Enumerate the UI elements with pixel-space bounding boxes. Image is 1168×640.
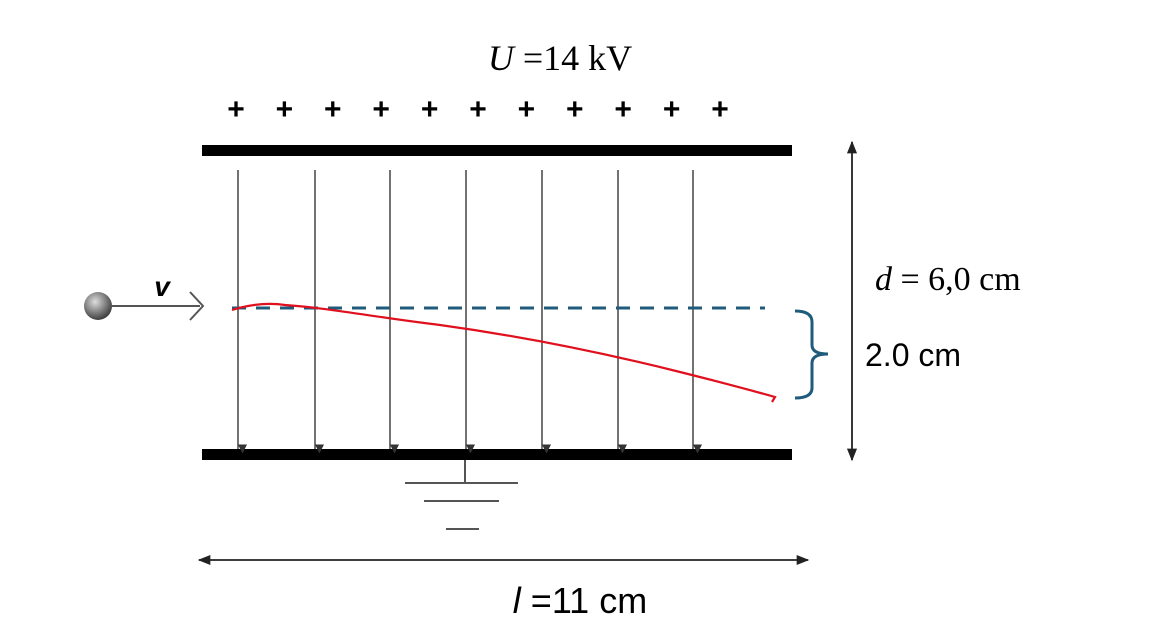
deflection-label: 2.0 cm	[865, 337, 961, 373]
plate-length-label: l =11 cm	[513, 580, 647, 621]
plus-sign: +	[469, 93, 487, 126]
plus-sign: +	[276, 93, 294, 126]
plus-sign: +	[663, 93, 681, 126]
ground-symbol	[405, 460, 518, 530]
plus-sign: +	[227, 93, 245, 126]
voltage-label: U =14 kV	[488, 38, 632, 78]
positive-charges: + + + + + + + + + + +	[227, 93, 729, 126]
bottom-plate	[202, 449, 792, 460]
particle-trajectory	[231, 302, 777, 403]
plus-sign: +	[421, 93, 439, 126]
plus-sign: +	[614, 93, 632, 126]
plate-distance-label: d = 6,0 cm	[875, 261, 1021, 298]
plus-sign: +	[372, 93, 390, 126]
deflection-brace	[794, 309, 829, 400]
plus-sign: +	[566, 93, 584, 126]
plus-sign: +	[324, 93, 342, 126]
charged-particle	[84, 292, 112, 320]
plus-sign: +	[711, 93, 729, 126]
plus-sign: +	[518, 93, 536, 126]
velocity-arrowhead-icon	[189, 291, 205, 321]
top-plate	[202, 145, 792, 156]
velocity-label: v	[154, 271, 171, 302]
